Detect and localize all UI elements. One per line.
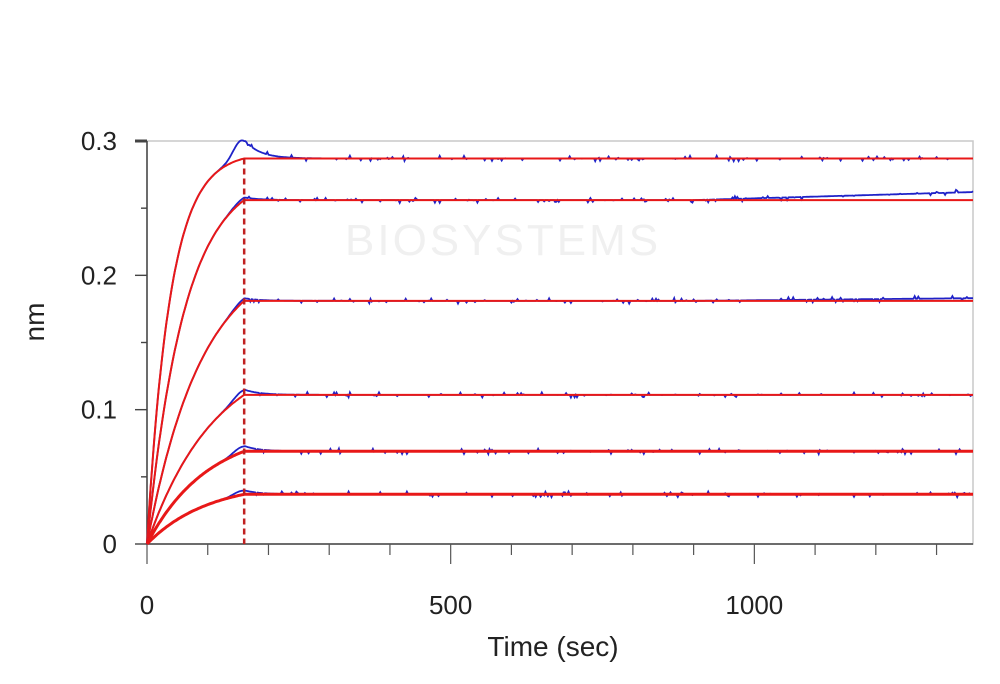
fit-curve-6 [145,492,973,546]
y-axis-title: nm [19,303,50,342]
x-axis-title: Time (sec) [487,631,618,662]
y-tick-label: 0.1 [81,395,117,425]
y-tick-label: 0.3 [81,126,117,156]
series-layer [145,139,974,546]
x-tick-label: 500 [429,590,472,620]
y-tick-label: 0.2 [81,260,117,290]
x-tick-label: 0 [140,590,154,620]
fit-curve-1 [146,157,973,545]
x-tick-label: 1000 [725,590,783,620]
watermark-text: BIOSYSTEMS [345,216,661,265]
y-tick-label: 0 [103,529,117,559]
y-axis: 0 0.1 0.2 0.3 [81,126,147,559]
measured-curve-4 [146,389,973,545]
measured-curve-3 [146,294,973,545]
fit-curve-3 [146,299,973,545]
fit-curve-4 [146,393,973,545]
x-axis: 0 500 1000 [140,544,938,620]
measured-curve-6 [146,489,973,545]
fit-curve-5 [145,449,973,545]
fit-curve-2 [146,199,973,545]
